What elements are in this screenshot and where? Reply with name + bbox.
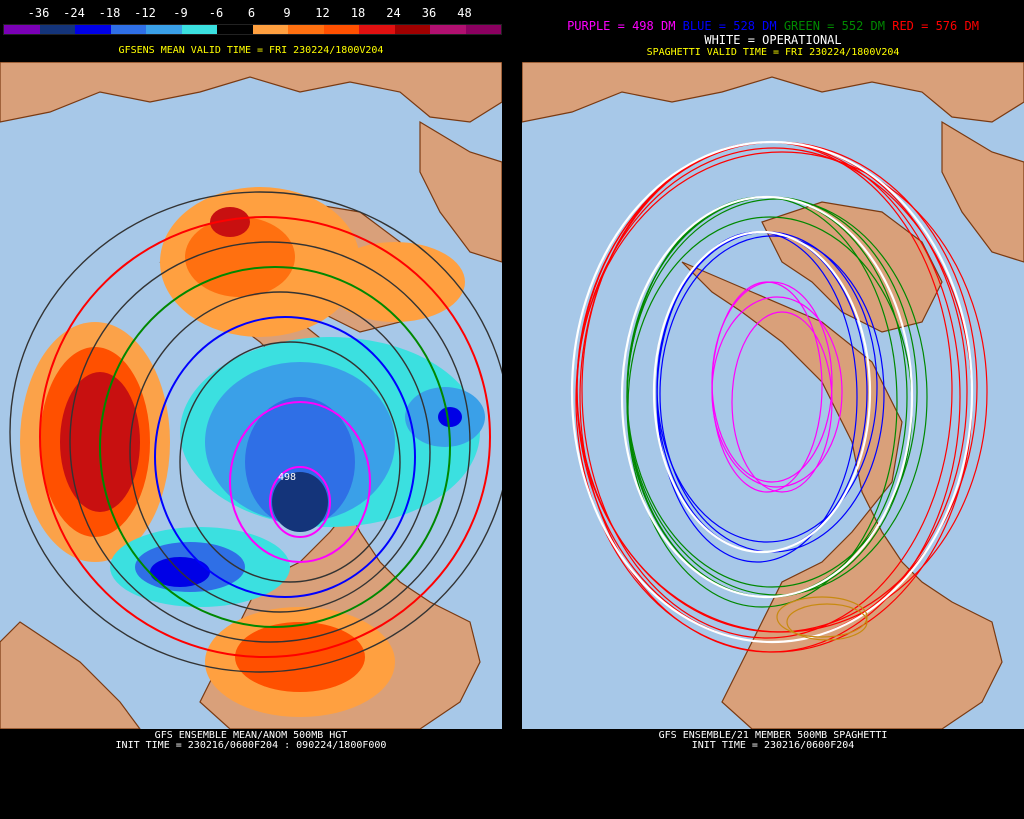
scale-label: 18	[350, 6, 366, 20]
scale-swatch	[39, 25, 75, 34]
land-masses	[522, 62, 1024, 729]
left-footer-title: GFS ENSEMBLE MEAN/ANOM 500MB HGT	[154, 730, 348, 741]
scale-swatch	[75, 25, 111, 34]
legend-white: WHITE = OPERATIONAL	[704, 33, 842, 47]
spaghetti-panel: PURPLE = 498 DM BLUE = 528 DM GREEN = 55…	[522, 0, 1024, 819]
scale-label: -12	[134, 6, 156, 20]
spaghetti-map	[522, 62, 1024, 729]
left-valid-time: GFSENS MEAN VALID TIME = FRI 230224/1800…	[118, 45, 384, 56]
scale-swatch	[217, 25, 253, 34]
scale-label: 6	[247, 6, 256, 20]
spaghetti-legend-row: PURPLE = 498 DM BLUE = 528 DM GREEN = 55…	[522, 20, 1024, 33]
scale-swatch	[252, 25, 288, 34]
anomaly-map-svg: 498	[0, 62, 502, 729]
scale-swatch	[465, 25, 501, 34]
panel-divider	[502, 0, 522, 819]
scale-label: -36	[27, 6, 50, 20]
scale-swatch	[394, 25, 430, 34]
anomaly-color-scale	[3, 24, 502, 35]
height-contours	[9, 191, 502, 673]
right-valid-time: SPAGHETTI VALID TIME = FRI 230224/1800V2…	[646, 47, 900, 58]
scale-label: 24	[386, 6, 401, 20]
scale-label: 36	[421, 6, 437, 20]
scale-swatch	[430, 25, 466, 34]
scale-swatch	[181, 25, 217, 34]
scale-label: -9	[173, 6, 188, 20]
legend-blue: BLUE = 528 DM	[682, 19, 777, 33]
scale-swatch	[110, 25, 146, 34]
scale-label: -18	[98, 6, 121, 20]
legend-purple: PURPLE = 498 DM	[567, 19, 676, 33]
legend-red: RED = 576 DM	[892, 19, 979, 33]
legend-green: GREEN = 552 DM	[783, 19, 885, 33]
scale-label: 12	[315, 6, 330, 20]
spaghetti-map-svg	[522, 62, 1024, 729]
right-footer-title: GFS ENSEMBLE/21 MEMBER 500MB SPAGHETTI	[658, 730, 888, 741]
spaghetti-contours	[570, 140, 988, 653]
scale-label: 48	[457, 6, 472, 20]
anomaly-scale-labels: -36 -24 -18 -12 -9 -6 6 9 12 18 24 36 48	[0, 6, 502, 20]
anomaly-fills	[20, 187, 485, 717]
scale-label: 9	[283, 6, 291, 20]
scale-swatch	[4, 25, 40, 34]
contour-label-498: 498	[278, 472, 296, 483]
scale-label: -6	[208, 6, 224, 20]
left-footer-init: INIT TIME = 230216/0600F204 : 090224/180…	[115, 740, 387, 751]
scale-swatch	[359, 25, 395, 34]
scale-swatch	[146, 25, 182, 34]
anomaly-map: 498	[0, 62, 502, 729]
right-footer-init: INIT TIME = 230216/0600F204	[691, 740, 855, 751]
scale-label: -24	[63, 6, 85, 20]
scale-swatch	[288, 25, 324, 34]
anomaly-panel: -36 -24 -18 -12 -9 -6 6 9 12 18 24 36 48 GFSENS MEAN…	[0, 0, 502, 819]
scale-swatch	[323, 25, 359, 34]
